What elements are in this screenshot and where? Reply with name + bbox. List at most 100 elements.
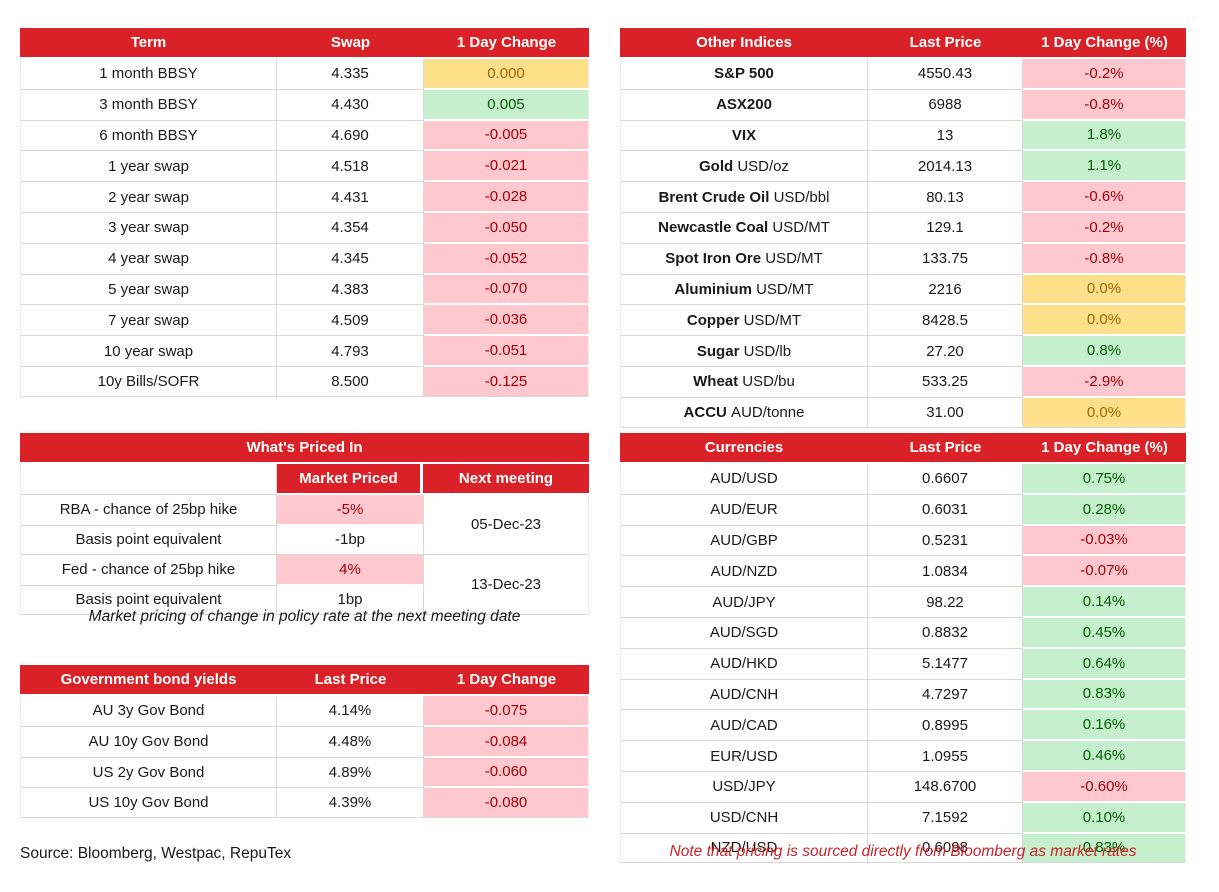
row-label-cell: 2 year swap: [20, 182, 277, 213]
change-cell: 1.1%: [1023, 151, 1186, 183]
change-cell: -0.028: [424, 182, 589, 213]
row-label-cell: ACCU AUD/tonne: [620, 397, 868, 428]
change-cell: 0.0%: [1023, 305, 1186, 337]
instrument-name: ACCU: [683, 403, 727, 421]
row-label-cell: 1 year swap: [20, 151, 277, 183]
row-label-cell: AU 10y Gov Bond: [20, 726, 277, 758]
row-label-cell: 10 year swap: [20, 336, 277, 367]
table-row: VIX 13 1.8%: [620, 120, 1186, 152]
table-row: S&P 500 4550.43 -0.2%: [620, 59, 1186, 90]
change-cell: -0.052: [424, 243, 589, 275]
last-price-cell: 6988: [868, 89, 1023, 121]
row-label-cell: 5 year swap: [20, 274, 277, 306]
last-price-cell: 1.0834: [868, 556, 1023, 588]
instrument-name: VIX: [731, 126, 757, 144]
row-label-cell: EUR/USD: [620, 741, 868, 772]
row-label-cell: 3 year swap: [20, 212, 277, 244]
last-price-cell: 133.75: [868, 243, 1023, 275]
change-cell: -0.075: [424, 696, 589, 727]
row-label-cell: S&P 500: [620, 59, 868, 90]
currencies-table: Currencies Last Price 1 Day Change (%) A…: [620, 433, 1186, 864]
row-label-cell: Basis point equivalent: [20, 585, 277, 615]
column-header-gov-bond-yields: Government bond yields: [20, 665, 277, 696]
change-cell: -0.03%: [1023, 525, 1186, 557]
table-row: 2 year swap 4.431 -0.028: [20, 182, 589, 213]
change-cell: -0.051: [424, 336, 589, 367]
row-label-cell: Fed - chance of 25bp hike: [20, 555, 277, 586]
row-label-cell: USD/JPY: [620, 771, 868, 803]
table-row: AUD/USD 0.6607 0.75%: [620, 464, 1186, 495]
column-header-last-price: Last Price: [277, 665, 424, 696]
column-header-currencies: Currencies: [620, 433, 868, 464]
row-label-cell: 4 year swap: [20, 243, 277, 275]
pricing-note-text: Note that pricing is sourced directly fr…: [669, 843, 1137, 860]
whats-priced-in-caption: Market pricing of change in policy rate …: [88, 608, 521, 625]
row-label-cell: NZD/USD: [620, 833, 868, 864]
last-price-cell: 27.20: [868, 336, 1023, 367]
change-cell: 0.83%: [1023, 679, 1186, 711]
last-price-cell: 4.383: [277, 274, 424, 306]
change-cell: -0.084: [424, 726, 589, 758]
last-price-cell: 31.00: [868, 397, 1023, 428]
change-cell: -0.2%: [1023, 59, 1186, 90]
last-price-cell: 13: [868, 120, 1023, 152]
row-label-cell: RBA - chance of 25bp hike: [20, 495, 277, 526]
market-priced-cell: 1bp: [277, 585, 423, 615]
row-label-cell: Spot Iron Ore USD/MT: [620, 243, 868, 275]
change-cell: 0.75%: [1023, 464, 1186, 495]
instrument-name: Gold: [698, 157, 734, 175]
instrument-unit: USD/lb: [739, 342, 792, 360]
row-label-cell: Copper USD/MT: [620, 305, 868, 337]
last-price-cell: 0.6607: [868, 464, 1023, 495]
instrument-name: Newcastle Coal: [658, 219, 769, 237]
change-cell: -0.2%: [1023, 212, 1186, 244]
table-row: 3 month BBSY 4.430 0.005: [20, 89, 589, 121]
change-cell: -0.036: [424, 305, 589, 337]
column-header-market-priced: Market Priced: [277, 464, 423, 495]
table-row: 3 year swap 4.354 -0.050: [20, 212, 589, 244]
title-row: What's Priced In: [20, 433, 589, 464]
last-price-cell: 4.89%: [277, 757, 424, 789]
market-priced-cell: -5%: [277, 495, 423, 526]
change-cell: -0.070: [424, 274, 589, 306]
table-row: 1 month BBSY 4.335 0.000: [20, 59, 589, 90]
row-label-cell: Wheat USD/bu: [620, 366, 868, 398]
last-price-cell: 4.345: [277, 243, 424, 275]
last-price-cell: 4.430: [277, 89, 424, 121]
row-label-cell: USD/CNH: [620, 802, 868, 834]
table-row: US 10y Gov Bond 4.39% -0.080: [20, 788, 589, 819]
last-price-cell: 4.39%: [277, 788, 424, 819]
last-price-cell: 4.14%: [277, 696, 424, 727]
row-label-cell: 7 year swap: [20, 305, 277, 337]
change-cell: -0.125: [424, 366, 589, 397]
table-row: Wheat USD/bu 533.25 -2.9%: [620, 366, 1186, 398]
row-label-cell: AUD/CNH: [620, 679, 868, 711]
instrument-name: Aluminium: [674, 280, 752, 298]
table-row: US 2y Gov Bond 4.89% -0.060: [20, 757, 589, 789]
table-row: Newcastle Coal USD/MT 129.1 -0.2%: [620, 212, 1186, 244]
change-cell: -0.07%: [1023, 556, 1186, 588]
other-indices-table: Other Indices Last Price 1 Day Change (%…: [620, 28, 1186, 428]
column-header-1day-change-pct: 1 Day Change (%): [1023, 433, 1186, 464]
row-label-cell: Basis point equivalent: [20, 525, 277, 555]
change-cell: 0.64%: [1023, 648, 1186, 680]
table-row: USD/CNH 7.1592 0.10%: [620, 802, 1186, 834]
row-label-cell: AUD/CAD: [620, 710, 868, 742]
column-header-term: Term: [20, 28, 277, 59]
table-row: AUD/NZD 1.0834 -0.07%: [620, 556, 1186, 588]
instrument-name: Sugar: [696, 342, 740, 360]
subheader-row: Market Priced Next meeting: [20, 464, 589, 495]
table-row: AUD/HKD 5.1477 0.64%: [620, 648, 1186, 680]
instrument-unit: USD/oz: [733, 157, 790, 175]
change-cell: 0.45%: [1023, 617, 1186, 649]
instrument-unit: USD/MT: [751, 280, 814, 298]
row-label-cell: 1 month BBSY: [20, 59, 277, 90]
table-row: Copper USD/MT 8428.5 0.0%: [620, 305, 1186, 337]
instrument-unit: USD/MT: [739, 311, 802, 329]
table-row: Basis point equivalent -1bp: [20, 525, 589, 555]
last-price-cell: 0.6031: [868, 494, 1023, 526]
instrument-name: Spot Iron Ore: [665, 250, 762, 268]
table-row: AUD/EUR 0.6031 0.28%: [620, 494, 1186, 526]
table-row: AUD/JPY 98.22 0.14%: [620, 587, 1186, 618]
last-price-cell: 80.13: [868, 182, 1023, 213]
